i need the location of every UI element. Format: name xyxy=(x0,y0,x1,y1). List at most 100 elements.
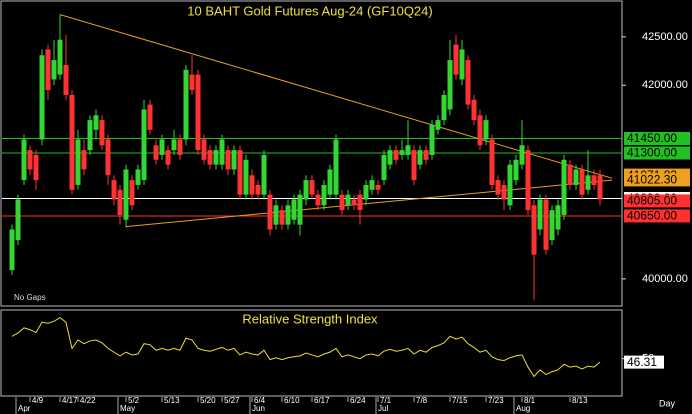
candle-body xyxy=(33,154,39,181)
candle-body xyxy=(213,150,219,165)
candle-body xyxy=(81,150,87,170)
candle-body xyxy=(57,39,63,75)
x-tick-label: 7/8 xyxy=(416,396,428,405)
candle-body xyxy=(195,74,201,151)
candle-body xyxy=(309,180,315,195)
x-tick-label: 4/9 xyxy=(32,396,44,405)
candle-body xyxy=(579,169,585,195)
level-badge xyxy=(624,131,690,145)
x-tick-label: 7/15 xyxy=(452,396,468,405)
candle-body xyxy=(423,150,429,160)
candle-body xyxy=(297,194,303,225)
candle-body xyxy=(285,205,291,225)
candle-body xyxy=(489,139,495,185)
candle-body xyxy=(537,199,543,230)
candle-body xyxy=(543,199,549,250)
candle-body xyxy=(69,94,75,190)
level-label: 41300.00 xyxy=(627,146,677,160)
rsi-badge xyxy=(624,355,664,369)
candle-body xyxy=(63,64,69,95)
month-label: Jul xyxy=(378,404,388,413)
candle-body xyxy=(21,139,27,181)
candle-body xyxy=(519,145,525,165)
candle-body xyxy=(153,145,159,160)
x-axis-label: Day xyxy=(659,398,676,408)
candle-body xyxy=(507,164,513,206)
candle-body xyxy=(39,55,45,140)
candle-body xyxy=(327,169,333,195)
candle-body xyxy=(495,180,501,195)
candle-body xyxy=(141,109,147,181)
trendline xyxy=(125,179,613,228)
candle-body xyxy=(201,139,207,160)
candle-body xyxy=(51,60,57,80)
candle-body xyxy=(549,210,555,241)
candle-body xyxy=(597,175,603,200)
candle-body xyxy=(273,205,279,225)
note: No Gaps xyxy=(14,293,46,302)
candle-body xyxy=(147,104,153,130)
rsi-line xyxy=(11,316,601,378)
candle-body xyxy=(399,150,405,155)
candle-body xyxy=(321,184,327,206)
level-badge xyxy=(624,194,690,208)
candle-body xyxy=(99,120,105,146)
candle-body xyxy=(75,139,81,185)
x-tick-label: 4/17 xyxy=(62,396,78,405)
level-label: 40805.00 xyxy=(627,194,677,208)
candle-body xyxy=(129,180,135,206)
level-badge xyxy=(624,146,690,160)
candle-body xyxy=(237,150,243,195)
candle-body xyxy=(249,175,255,195)
candle-body xyxy=(375,184,381,190)
candle-body xyxy=(231,150,237,170)
candle-body xyxy=(87,120,93,151)
chart-title: 10 BAHT Gold Futures Aug-24 (GF10Q24) xyxy=(187,3,432,18)
candle-body xyxy=(93,115,99,130)
x-tick-label: 5/2 xyxy=(128,396,140,405)
candle-body xyxy=(123,169,129,220)
x-tick-label: 5/27 xyxy=(224,396,240,405)
candle-body xyxy=(165,150,171,165)
candle-body xyxy=(591,175,597,185)
month-label: Apr xyxy=(18,404,31,413)
candle-body xyxy=(105,139,111,176)
candle-body xyxy=(159,139,165,155)
candle-body xyxy=(477,115,483,146)
x-tick-label: 5/20 xyxy=(200,396,216,405)
candle-body xyxy=(411,150,417,181)
candle-body xyxy=(561,159,567,215)
candle-body xyxy=(525,150,531,211)
candle-body xyxy=(435,120,441,130)
candle-body xyxy=(45,49,51,91)
candle-body xyxy=(501,184,507,200)
x-tick-label: 4/22 xyxy=(80,396,96,405)
candle-body xyxy=(513,159,519,181)
candle-body xyxy=(351,199,357,206)
x-tick-label: 6/10 xyxy=(284,396,300,405)
candle-body xyxy=(387,150,393,165)
candle-body xyxy=(429,124,435,155)
x-tick-label: 6/4 xyxy=(254,396,266,405)
candle-body xyxy=(417,150,423,165)
x-tick-label: 5/13 xyxy=(164,396,180,405)
candle-body xyxy=(585,175,591,190)
candle-body xyxy=(261,154,267,195)
candle-body xyxy=(447,60,453,110)
candle-body xyxy=(567,164,573,185)
candle-body xyxy=(15,199,21,241)
candle-body xyxy=(135,169,141,185)
x-tick-label: 8/1 xyxy=(524,396,536,405)
x-tick-label: 7/1 xyxy=(380,396,392,405)
candle-body xyxy=(441,94,447,121)
candle-body xyxy=(345,194,351,206)
candle-body xyxy=(405,145,411,155)
level-badge xyxy=(624,209,690,223)
candle-body xyxy=(459,49,465,80)
candle-body xyxy=(573,169,579,185)
level-label: 41022.30 xyxy=(627,173,677,187)
candle-body xyxy=(267,194,273,230)
candle-body xyxy=(471,99,477,121)
candle-body xyxy=(279,210,285,225)
candle-body xyxy=(189,74,195,91)
